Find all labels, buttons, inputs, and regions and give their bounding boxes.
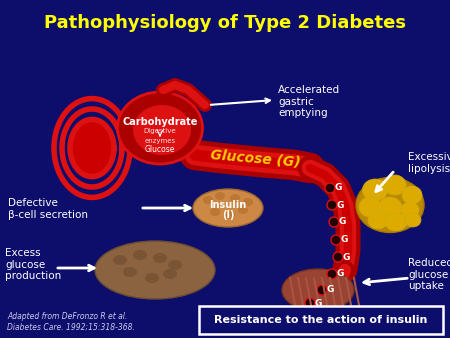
- Text: enzymes: enzymes: [144, 138, 176, 144]
- Ellipse shape: [359, 197, 381, 217]
- Ellipse shape: [225, 211, 235, 219]
- Ellipse shape: [145, 273, 159, 283]
- Text: Insulin: Insulin: [209, 200, 247, 210]
- Ellipse shape: [95, 241, 215, 299]
- Circle shape: [327, 269, 337, 279]
- Ellipse shape: [230, 194, 240, 202]
- Ellipse shape: [215, 192, 225, 200]
- Circle shape: [305, 298, 315, 308]
- Ellipse shape: [384, 175, 406, 195]
- Text: Adapted from DeFronzo R et al.
Diabetes Care. 1992;15:318-368.: Adapted from DeFronzo R et al. Diabetes …: [7, 312, 135, 331]
- Text: G: G: [334, 184, 342, 193]
- Ellipse shape: [153, 253, 167, 263]
- Ellipse shape: [356, 177, 424, 233]
- Ellipse shape: [163, 269, 177, 279]
- Text: Glucose (G): Glucose (G): [209, 147, 301, 169]
- Circle shape: [327, 200, 337, 210]
- Ellipse shape: [368, 211, 388, 229]
- Ellipse shape: [401, 202, 419, 218]
- Text: Pathophysiology of Type 2 Diabetes: Pathophysiology of Type 2 Diabetes: [44, 14, 406, 32]
- Ellipse shape: [70, 119, 114, 177]
- Text: G: G: [314, 298, 322, 308]
- Circle shape: [331, 235, 341, 245]
- Ellipse shape: [238, 206, 248, 214]
- Text: G: G: [326, 286, 334, 294]
- Circle shape: [329, 217, 339, 227]
- Ellipse shape: [402, 186, 422, 204]
- Ellipse shape: [168, 260, 182, 270]
- Ellipse shape: [385, 213, 407, 231]
- Text: Glucose: Glucose: [145, 145, 175, 154]
- Circle shape: [333, 252, 343, 262]
- Ellipse shape: [133, 250, 147, 260]
- Circle shape: [325, 183, 335, 193]
- Text: G: G: [336, 200, 344, 210]
- Ellipse shape: [133, 105, 191, 155]
- Text: Accelerated
gastric
emptying: Accelerated gastric emptying: [278, 85, 340, 118]
- Ellipse shape: [243, 198, 253, 206]
- Text: Defective
β-cell secretion: Defective β-cell secretion: [8, 198, 88, 220]
- Text: (I): (I): [222, 210, 234, 220]
- Ellipse shape: [405, 213, 421, 227]
- Ellipse shape: [378, 197, 402, 219]
- Ellipse shape: [113, 255, 127, 265]
- Text: Digestive: Digestive: [144, 128, 176, 134]
- Text: G: G: [340, 236, 348, 244]
- Ellipse shape: [282, 269, 354, 311]
- Text: G: G: [336, 269, 344, 279]
- Ellipse shape: [123, 267, 137, 277]
- Text: G: G: [342, 252, 350, 262]
- Ellipse shape: [193, 189, 263, 227]
- Circle shape: [317, 285, 327, 295]
- Ellipse shape: [203, 196, 213, 204]
- Text: Excessive
lipolysis: Excessive lipolysis: [408, 152, 450, 174]
- Text: Resistance to the action of insulin: Resistance to the action of insulin: [214, 315, 428, 325]
- Ellipse shape: [363, 179, 387, 201]
- Ellipse shape: [210, 208, 220, 216]
- Text: Carbohydrate: Carbohydrate: [122, 117, 198, 127]
- Text: G: G: [338, 217, 346, 226]
- FancyBboxPatch shape: [199, 306, 443, 334]
- Text: Excess
glucose
production: Excess glucose production: [5, 248, 61, 281]
- Ellipse shape: [117, 92, 202, 164]
- Text: Reduced
glucose
uptake: Reduced glucose uptake: [408, 258, 450, 291]
